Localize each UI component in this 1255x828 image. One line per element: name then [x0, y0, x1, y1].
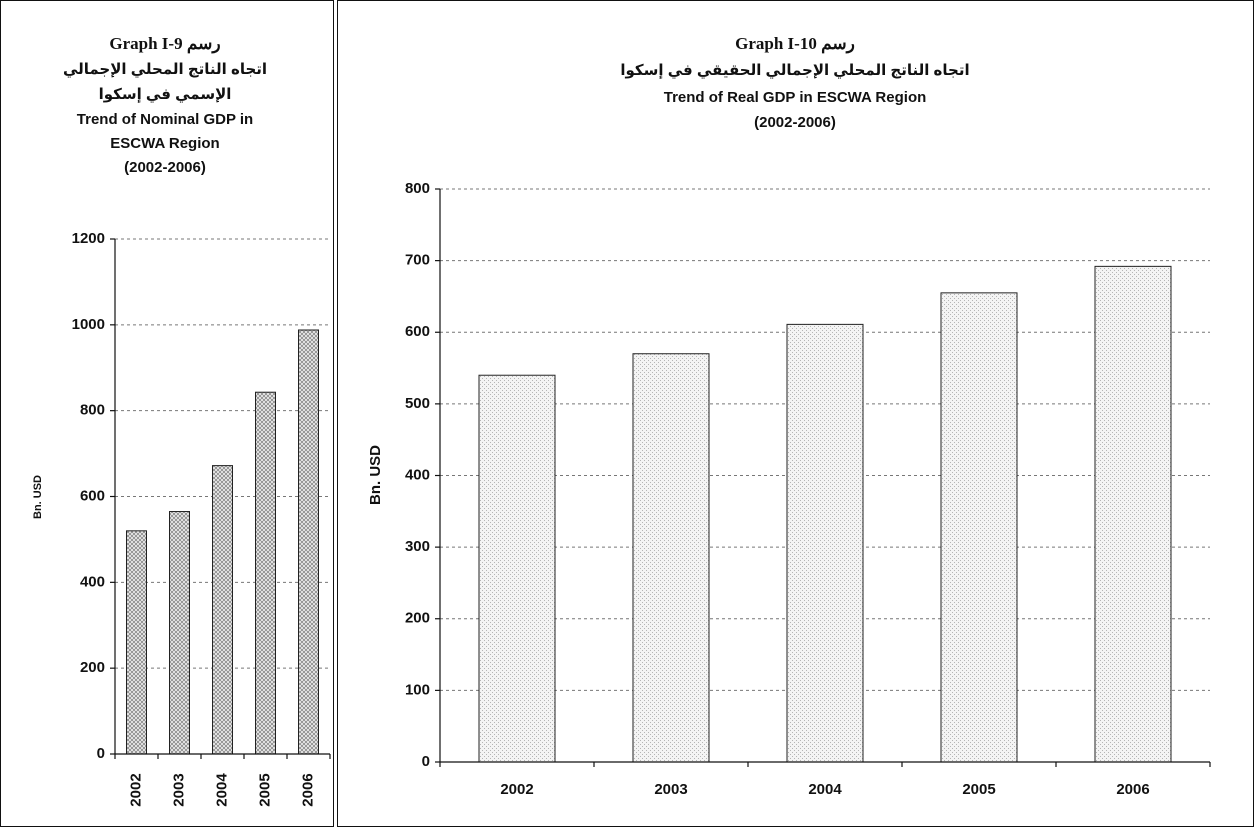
y-axis-label: Bn. USD: [367, 445, 384, 505]
y-tick-label: 600: [80, 487, 105, 504]
x-tick-label: 2003: [170, 773, 187, 806]
y-tick-label: 400: [405, 466, 430, 483]
bar: [126, 530, 147, 755]
chart-title: (2002-2006): [124, 159, 206, 176]
y-tick-label: 200: [405, 610, 430, 627]
chart-title: الإسمي في إسكوا: [99, 86, 232, 103]
bar: [169, 511, 190, 755]
y-tick-label: 1200: [72, 230, 105, 247]
x-tick-label: 2006: [299, 773, 316, 806]
panel-border: [0, 0, 334, 827]
y-tick-label: 1000: [72, 316, 105, 333]
x-tick-label: 2002: [127, 773, 144, 806]
y-tick-label: 100: [405, 681, 430, 698]
chart-title: ESCWA Region: [110, 135, 219, 152]
x-tick-label: 2003: [654, 781, 687, 798]
bar: [212, 465, 233, 755]
panel-border: [337, 0, 1254, 827]
chart-title: Graph I-10 رسم: [735, 34, 855, 54]
chart-title: اتجاه الناتج المحلي الإجمالي الحقيقي في …: [620, 62, 969, 79]
chart-title: Trend of Real GDP in ESCWA Region: [664, 89, 927, 106]
y-tick-label: 300: [405, 538, 430, 555]
chart-title: اتجاه الناتج المحلي الإجمالي: [63, 61, 267, 78]
x-tick-label: 2006: [1116, 781, 1149, 798]
y-axis-label: Bn. USD: [32, 475, 44, 519]
x-tick-label: 2004: [213, 773, 230, 807]
bar: [632, 353, 710, 763]
bar: [298, 329, 319, 755]
chart-title: Graph I-9 رسم: [109, 34, 220, 54]
bar: [786, 323, 864, 763]
y-tick-label: 0: [422, 753, 430, 770]
chart-title: (2002-2006): [754, 114, 836, 131]
y-tick-label: 400: [80, 573, 105, 590]
y-tick-label: 600: [405, 323, 430, 340]
y-tick-label: 500: [405, 395, 430, 412]
y-tick-label: 0: [97, 745, 105, 762]
bar: [255, 391, 276, 755]
x-tick-label: 2005: [256, 773, 273, 806]
x-tick-label: 2005: [962, 781, 995, 798]
bar: [478, 374, 556, 763]
y-tick-label: 700: [405, 252, 430, 269]
y-tick-label: 200: [80, 659, 105, 676]
chart-title: Trend of Nominal GDP in: [77, 111, 253, 128]
y-tick-label: 800: [405, 180, 430, 197]
x-tick-label: 2002: [500, 781, 533, 798]
x-tick-label: 2004: [808, 781, 842, 798]
bar: [1094, 265, 1172, 763]
y-tick-label: 800: [80, 402, 105, 419]
bar: [940, 292, 1018, 763]
